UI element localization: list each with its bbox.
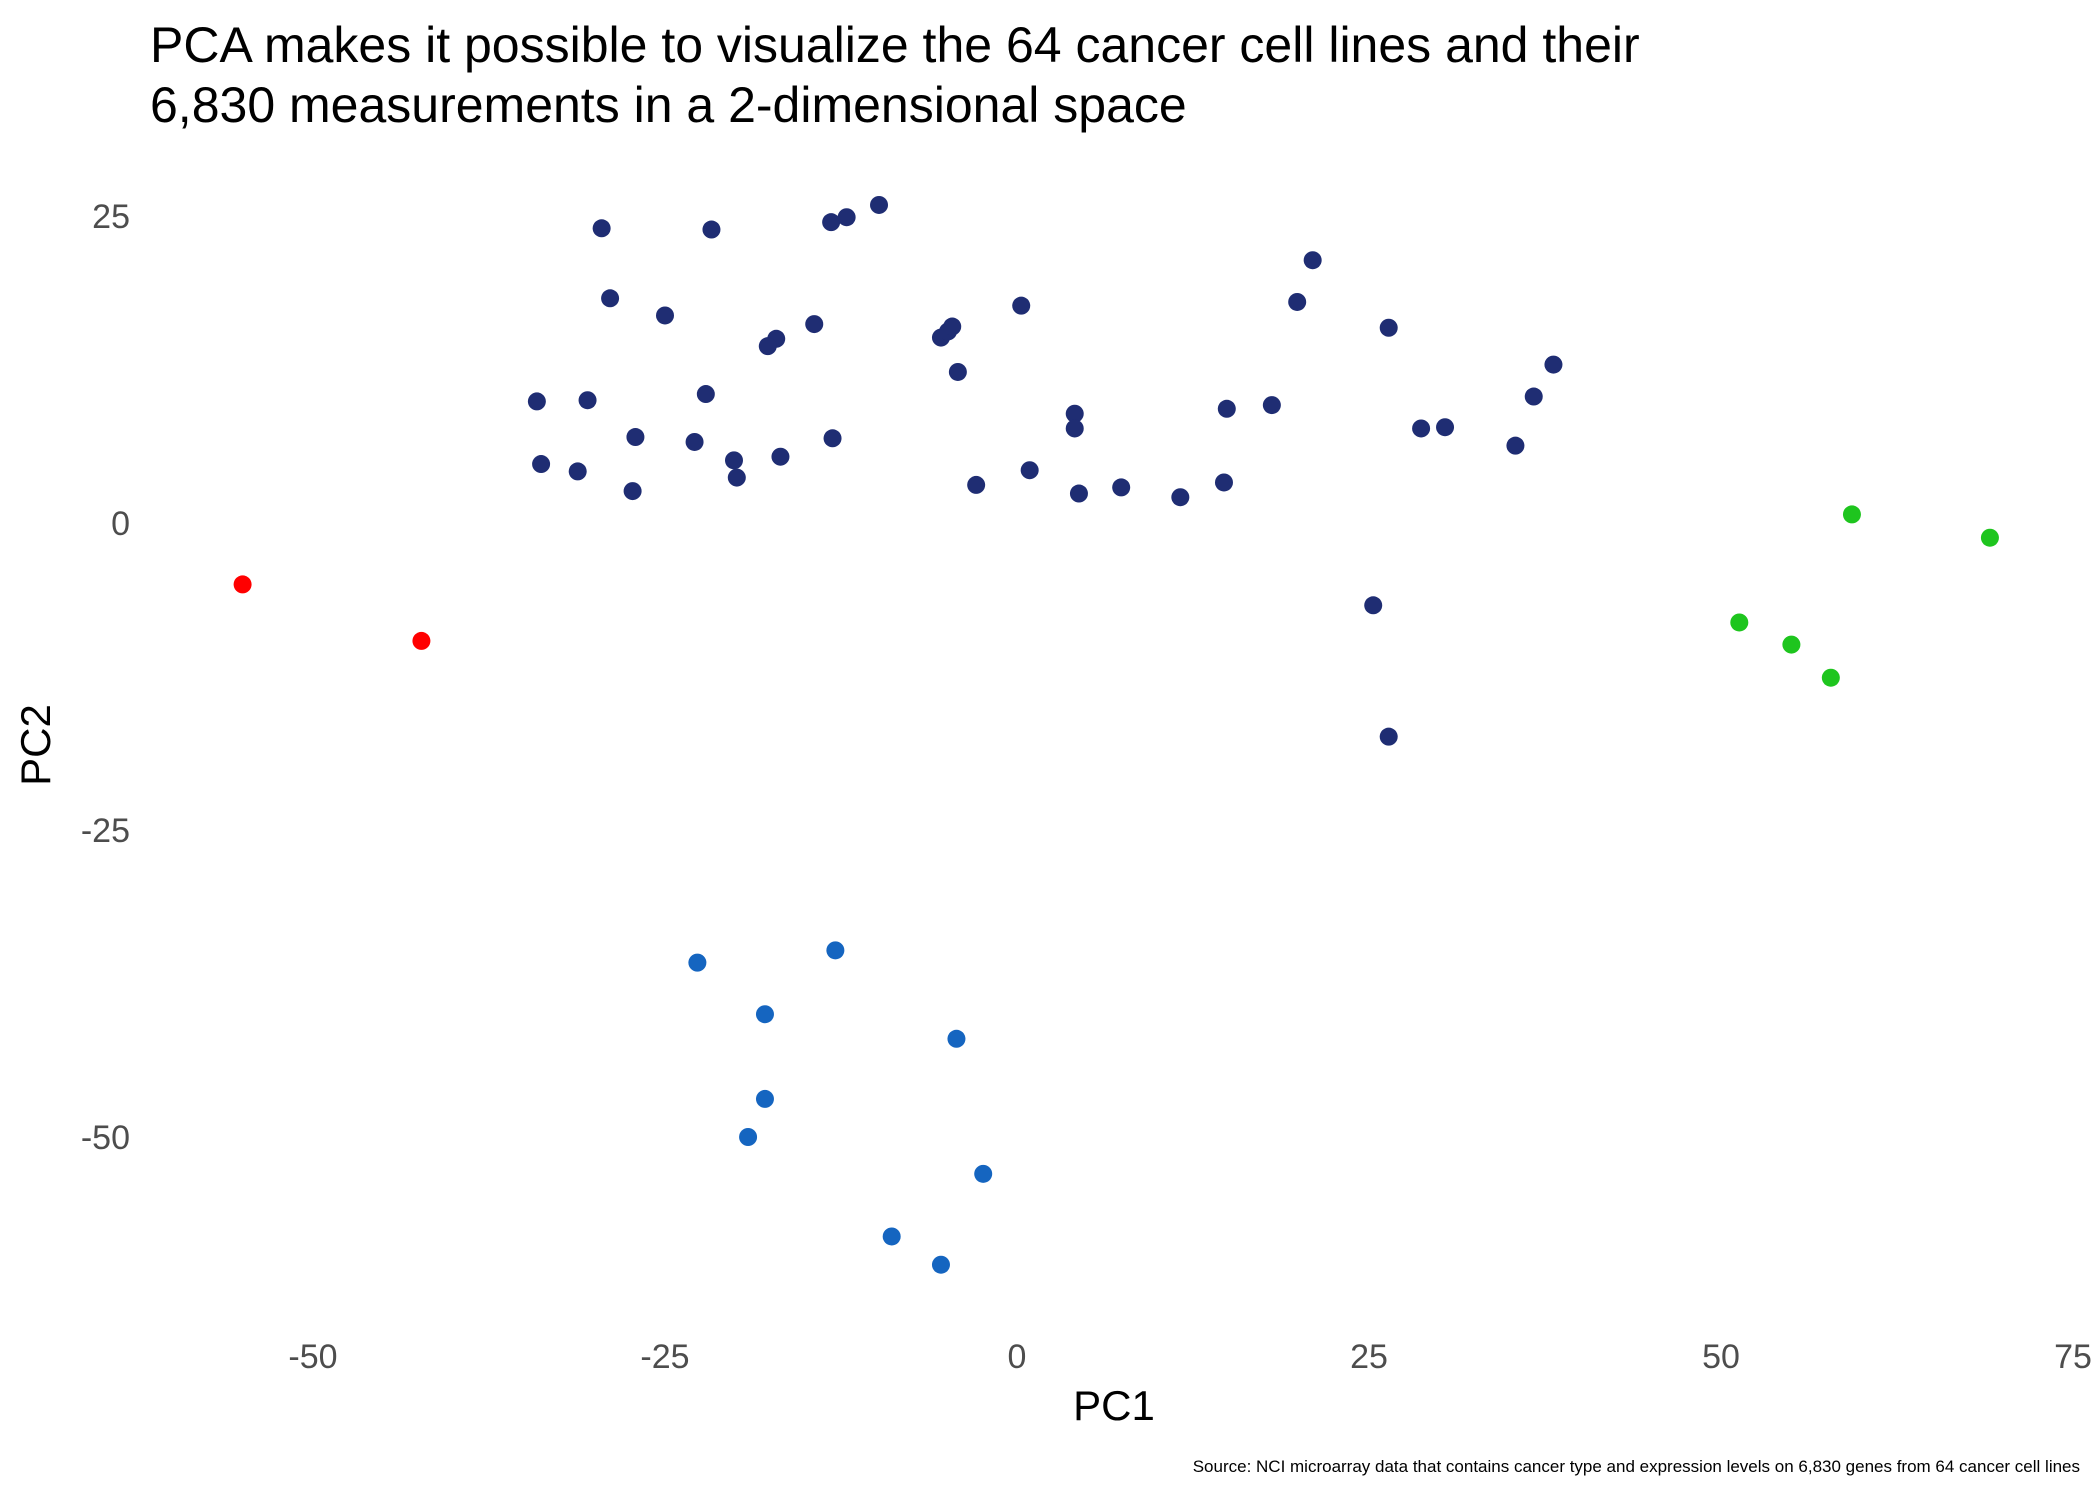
data-point xyxy=(578,391,597,410)
data-point xyxy=(1436,418,1455,437)
data-point xyxy=(685,432,704,451)
data-point xyxy=(1842,505,1861,524)
data-point xyxy=(822,213,841,232)
y-tick-label: -25 xyxy=(81,812,130,850)
data-point xyxy=(1379,318,1398,337)
data-point xyxy=(1379,727,1398,746)
chart-title-line-2: 6,830 measurements in a 2-dimensional sp… xyxy=(150,77,1187,133)
data-point xyxy=(568,462,587,481)
data-point xyxy=(412,631,431,650)
data-point xyxy=(837,208,856,227)
data-point xyxy=(755,1089,774,1108)
x-tick-label: 0 xyxy=(1008,1338,1027,1376)
data-point xyxy=(592,219,611,238)
y-tick-label: -50 xyxy=(81,1119,130,1157)
data-point xyxy=(1069,484,1088,503)
x-axis-title: PC1 xyxy=(1073,1382,1155,1429)
data-point xyxy=(1980,528,1999,547)
data-point xyxy=(943,317,962,336)
data-point xyxy=(1303,251,1322,270)
data-point xyxy=(967,475,986,494)
x-tick-label: -25 xyxy=(640,1338,689,1376)
data-point xyxy=(758,337,777,356)
data-point xyxy=(724,451,743,470)
data-point xyxy=(1782,635,1801,654)
data-point xyxy=(1262,396,1281,415)
data-point xyxy=(771,447,790,466)
data-point xyxy=(1364,596,1383,615)
data-point xyxy=(1524,387,1543,406)
data-point xyxy=(1730,613,1749,632)
data-point xyxy=(688,953,707,972)
data-point xyxy=(601,289,620,308)
data-point xyxy=(823,429,842,448)
data-point xyxy=(755,1005,774,1024)
data-point xyxy=(826,941,845,960)
data-point xyxy=(1506,436,1525,455)
data-point xyxy=(1288,292,1307,311)
data-point xyxy=(1217,399,1236,418)
data-point xyxy=(948,362,967,381)
data-point xyxy=(1020,461,1039,480)
data-point xyxy=(882,1227,901,1246)
data-point xyxy=(931,1255,950,1274)
y-tick-label: 25 xyxy=(92,198,130,236)
x-tick-label: 25 xyxy=(1350,1338,1388,1376)
x-tick-label: -50 xyxy=(288,1338,337,1376)
data-point xyxy=(1012,296,1031,315)
data-point xyxy=(532,455,551,474)
y-axis-title: PC2 xyxy=(12,704,59,786)
data-point xyxy=(870,195,889,214)
data-point xyxy=(1065,404,1084,423)
data-point xyxy=(1544,355,1563,374)
data-points xyxy=(233,195,1999,1274)
x-tick-label: 75 xyxy=(2054,1338,2092,1376)
data-point xyxy=(1412,419,1431,438)
data-point xyxy=(947,1029,966,1048)
data-point xyxy=(527,392,546,411)
data-point xyxy=(626,428,645,447)
chart-title-line-1: PCA makes it possible to visualize the 6… xyxy=(150,17,1640,73)
data-point xyxy=(1065,419,1084,438)
data-point xyxy=(696,385,715,404)
data-point xyxy=(1214,473,1233,492)
data-point xyxy=(623,482,642,501)
x-axis-ticks: -50 -25 0 25 50 75 xyxy=(288,1338,2091,1376)
data-point xyxy=(739,1128,758,1146)
data-point xyxy=(727,468,746,487)
data-point xyxy=(233,575,252,594)
data-point xyxy=(1112,478,1131,497)
y-tick-label: 0 xyxy=(111,505,130,543)
data-point xyxy=(656,306,674,325)
data-point xyxy=(974,1164,993,1183)
data-point xyxy=(805,315,824,334)
x-tick-label: 50 xyxy=(1702,1338,1740,1376)
data-point xyxy=(1821,668,1840,687)
y-axis-ticks: 25 0 -25 -50 xyxy=(81,198,130,1157)
chart-caption: Source: NCI microarray data that contain… xyxy=(1193,1457,2080,1476)
data-point xyxy=(702,220,721,239)
data-point xyxy=(1171,488,1190,507)
